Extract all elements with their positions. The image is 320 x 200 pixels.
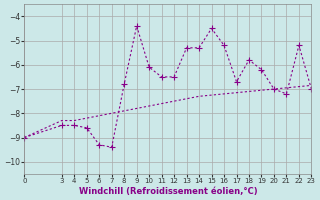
X-axis label: Windchill (Refroidissement éolien,°C): Windchill (Refroidissement éolien,°C) [78, 187, 257, 196]
